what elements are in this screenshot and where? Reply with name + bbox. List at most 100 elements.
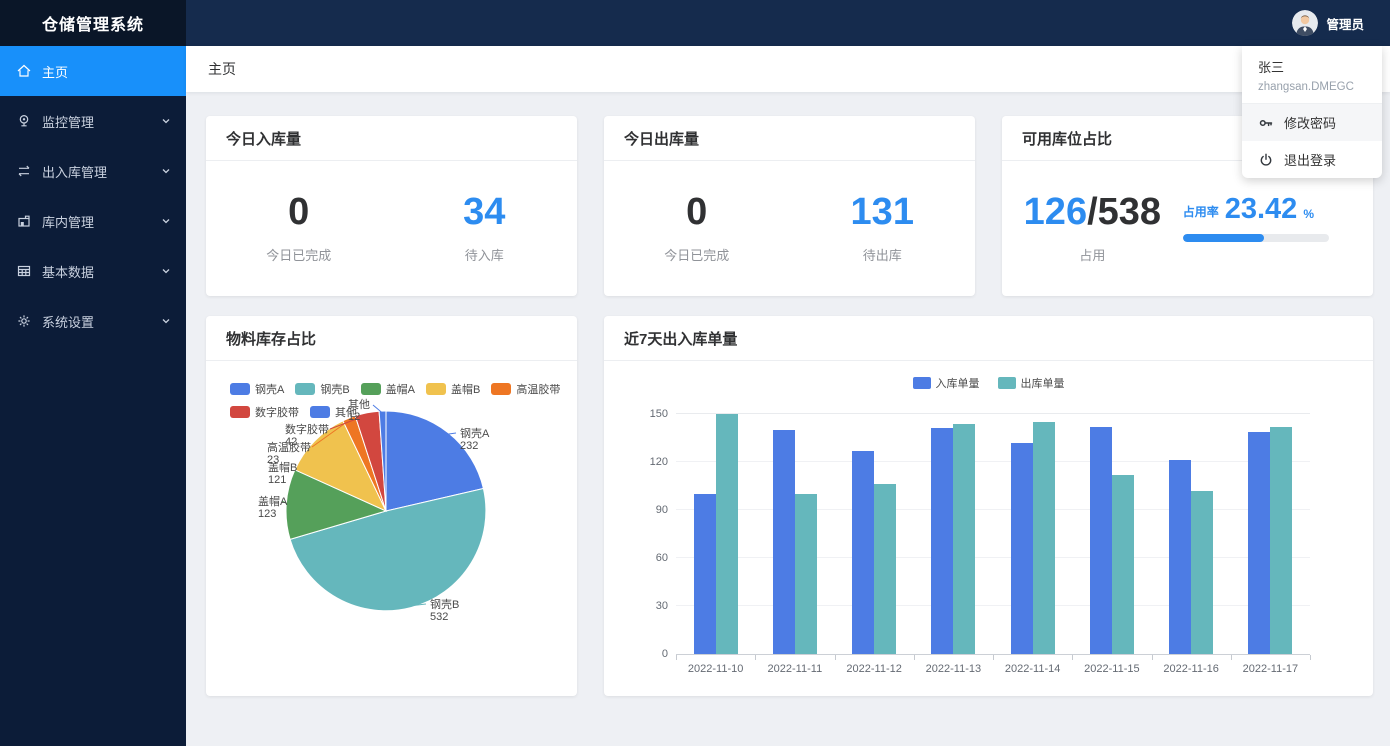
legend-item-高温胶带[interactable]: 高温胶带 <box>491 381 560 397</box>
pie-slice-label: 数字胶带 42 <box>285 422 329 448</box>
bar-chart-area: 入库单量 出库单量 0 30 60 90 120 150 2022-11-10 2022-11… <box>604 361 1373 696</box>
bar-出库单量[interactable] <box>1270 426 1293 654</box>
bar-出库单量[interactable] <box>953 423 976 654</box>
sidebar-item-2[interactable]: 出入库管理 <box>0 146 186 196</box>
dropdown-item-0[interactable]: 修改密码 <box>1242 104 1382 141</box>
pie-slice-盖帽A[interactable] <box>285 469 388 541</box>
legend-item-出库单量[interactable]: 出库单量 <box>997 375 1065 391</box>
legend-item-其他[interactable]: 其他 <box>310 404 357 420</box>
pie-chart-area: 钢壳A 钢壳B 盖帽A 盖帽B 高温胶带 数字胶带 其他 钢壳A 232 钢壳B 532 盖帽A 12… <box>206 361 577 696</box>
sidebar-item-label: 系统设置 <box>42 314 95 330</box>
occupancy-progress-bar <box>1182 233 1329 242</box>
x-axis-label: 2022-11-11 <box>767 663 823 675</box>
bar-出库单量[interactable] <box>1032 422 1055 654</box>
user-username: zhangsan.DMEGC <box>1258 81 1354 93</box>
x-axis-tick <box>1151 655 1153 660</box>
pie-legend: 钢壳A 钢壳B 盖帽A 盖帽B 高温胶带数字胶带 其他 <box>230 381 569 420</box>
sidebar-item-1[interactable]: 监控管理 <box>0 96 186 146</box>
key-icon <box>1258 115 1274 131</box>
bar-入库单量[interactable] <box>1010 442 1033 654</box>
rate-unit: % <box>1303 206 1314 221</box>
x-axis-label: 2022-11-13 <box>925 663 982 675</box>
pie-slice-钢壳B[interactable] <box>289 487 487 612</box>
legend-label: 钢壳B <box>320 384 350 396</box>
outbound-done-value: 0 <box>686 190 708 233</box>
rate-label: 占用率 <box>1182 204 1219 219</box>
sidebar-item-home[interactable]: 主页 <box>0 46 186 96</box>
bar-group-2022-11-13 <box>914 415 993 654</box>
bar-入库单量[interactable] <box>693 494 716 654</box>
user-menu-trigger[interactable]: 管理员 <box>1292 10 1364 36</box>
monitor-icon <box>16 113 32 129</box>
capacity-total: /538 <box>1087 190 1162 233</box>
bar-入库单量[interactable] <box>772 430 795 654</box>
card-material-stock-pie: 物料库存占比 钢壳A 钢壳B 盖帽A 盖帽B 高温胶带 数字胶带 其他 钢壳A 232 钢壳B 5… <box>206 316 577 696</box>
sidebar-item-3[interactable]: 库内管理 <box>0 196 186 246</box>
chevron-down-icon <box>160 265 172 277</box>
chevron-down-icon <box>160 115 172 127</box>
gridline-60 <box>676 557 1310 558</box>
sidebar-item-5[interactable]: 系统设置 <box>0 296 186 346</box>
legend-swatch <box>230 383 250 395</box>
sidebar: 仓储管理系统 主页 监控管理 出入库管理 库内管理 基本数据 系统设置 <box>0 0 186 746</box>
legend-item-钢壳B[interactable]: 钢壳B <box>295 381 350 397</box>
stat-cards-row: 今日入库量 0 今日已完成 34 待入库 今日出库量 <box>206 116 1373 296</box>
dropdown-divider <box>1242 103 1382 104</box>
inbound-pending-value: 34 <box>463 190 506 233</box>
chevron-down-icon <box>160 315 172 327</box>
pie-slice-其他[interactable] <box>378 410 387 512</box>
legend-item-盖帽B[interactable]: 盖帽B <box>426 381 480 397</box>
avatar[interactable] <box>1292 10 1319 36</box>
bar-group-2022-11-15 <box>1072 415 1151 654</box>
inbound-pending: 34 待入库 <box>392 161 578 295</box>
breadcrumb-bar: 主页 <box>186 46 1390 92</box>
user-label: 管理员 <box>1326 17 1364 32</box>
pie-slice-label: 其他 12 <box>348 398 370 423</box>
legend-item-数字胶带[interactable]: 数字胶带 <box>230 404 299 420</box>
bar-出库单量[interactable] <box>794 494 817 654</box>
x-axis-label: 2022-11-15 <box>1084 663 1140 675</box>
capacity-usage: 126/538 占用 <box>1002 193 1183 264</box>
bar-出库单量[interactable] <box>1111 474 1134 654</box>
bar-出库单量[interactable] <box>1191 490 1214 654</box>
x-axis-label: 2022-11-17 <box>1242 663 1299 675</box>
sidebar-item-4[interactable]: 基本数据 <box>0 246 186 296</box>
dropdown-item-1[interactable]: 退出登录 <box>1242 141 1382 178</box>
bar-出库单量[interactable] <box>715 414 738 654</box>
bar-入库单量[interactable] <box>1248 431 1271 654</box>
bar-入库单量[interactable] <box>1089 426 1112 654</box>
bar-group-2022-11-17 <box>1231 415 1310 654</box>
pie-label-line <box>446 432 457 435</box>
breadcrumb[interactable]: 主页 <box>208 61 236 77</box>
outbound-done: 0 今日已完成 <box>604 161 790 295</box>
legend-item-盖帽A[interactable]: 盖帽A <box>360 381 415 397</box>
bar-入库单量[interactable] <box>852 450 875 654</box>
legend-swatch <box>230 406 250 418</box>
bar-入库单量[interactable] <box>931 428 954 654</box>
occupancy-progress-fill <box>1182 233 1265 242</box>
legend-label: 盖帽B <box>451 384 481 396</box>
inbound-done-label: 今日已完成 <box>266 247 332 263</box>
x-axis-label: 2022-11-14 <box>1004 663 1061 675</box>
dropdown-items: 修改密码 退出登录 <box>1242 104 1382 178</box>
legend-item-钢壳A[interactable]: 钢壳A <box>230 381 284 397</box>
y-axis-tick-label: 90 <box>655 504 668 516</box>
card-title: 今日出库量 <box>604 116 975 161</box>
charts-row: 物料库存占比 钢壳A 钢壳B 盖帽A 盖帽B 高温胶带 数字胶带 其他 钢壳A 232 钢壳B 5… <box>206 316 1373 696</box>
pie-label-line <box>410 603 427 607</box>
legend-label: 其他 <box>335 407 357 419</box>
sidebar-item-label: 库内管理 <box>42 214 95 230</box>
home-icon <box>16 63 32 79</box>
dashboard-content: 今日入库量 0 今日已完成 34 待入库 今日出库量 <box>186 92 1390 746</box>
bar-出库单量[interactable] <box>874 484 897 654</box>
chevron-down-icon <box>160 165 172 177</box>
bar-group-2022-11-12 <box>835 415 914 654</box>
pie-slice-钢壳A[interactable] <box>385 410 484 512</box>
power-icon <box>1258 152 1274 168</box>
pie-slice-label: 钢壳A 232 <box>460 426 490 452</box>
bar-入库单量[interactable] <box>1169 460 1192 654</box>
bar-chart-plot[interactable]: 0 30 60 90 120 150 <box>650 408 1311 660</box>
legend-swatch <box>295 383 316 395</box>
legend-item-入库单量[interactable]: 入库单量 <box>912 375 980 391</box>
